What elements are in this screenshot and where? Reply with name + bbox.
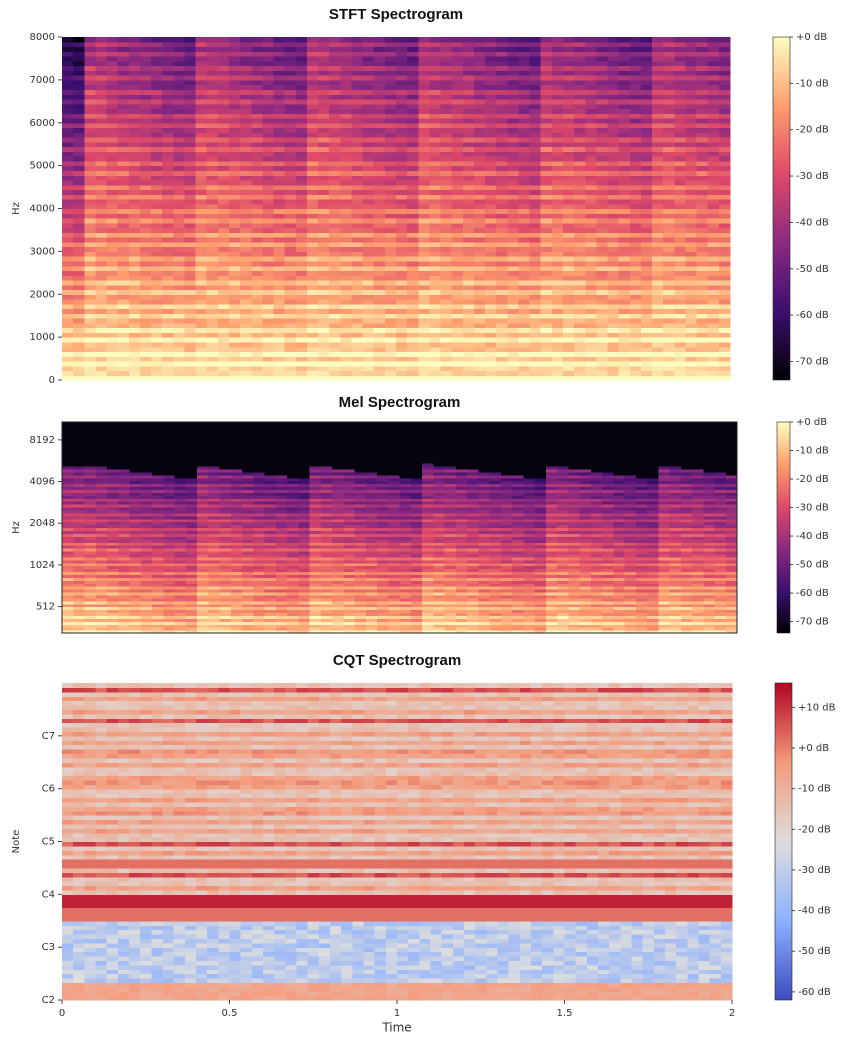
x-tick-label: 0 (59, 1008, 65, 1019)
colorbar-tick-label: -50 dB (796, 560, 829, 571)
colorbar-tick-label: -40 dB (796, 531, 829, 542)
colorbar-tick-label: -40 dB (798, 906, 831, 917)
y-axis-label: Note (11, 830, 22, 854)
colorbar-tick-label: -50 dB (796, 264, 829, 275)
colorbar-tick-label: -20 dB (796, 474, 829, 485)
colorbar-tick-label: -60 dB (796, 310, 829, 321)
x-tick-label: 2 (729, 1008, 735, 1019)
colorbar-tick-label: -30 dB (796, 171, 829, 182)
colorbar-tick-label: -40 dB (796, 217, 829, 228)
colorbar-tick-label: -70 dB (796, 356, 829, 367)
colorbar-tick-label: -10 dB (798, 784, 831, 795)
chart-title: Mel Spectrogram (339, 394, 461, 411)
y-tick-label: 2000 (30, 289, 55, 300)
y-axis-label: Hz (11, 521, 22, 534)
colorbar-tick-label: +10 dB (798, 702, 836, 713)
x-tick-label: 1.5 (557, 1008, 573, 1019)
colorbar-tick-label: +0 dB (796, 32, 827, 43)
colorbar-tick-label: -10 dB (796, 78, 829, 89)
y-tick-label: 1000 (30, 332, 55, 343)
x-axis-label: Time (381, 1021, 411, 1035)
y-tick-label: 3000 (30, 246, 55, 257)
colorbar-tick-label: -10 dB (796, 446, 829, 457)
colorbar-tick-label: -70 dB (796, 617, 829, 628)
y-tick-label: 4096 (30, 477, 55, 488)
y-tick-label: C5 (42, 837, 55, 848)
colorbar-tick-label: +0 dB (796, 417, 827, 428)
y-tick-label: 0 (49, 375, 55, 386)
colorbar-tick-label: -30 dB (798, 865, 831, 876)
colorbar-tick-label: -20 dB (798, 824, 831, 835)
colorbar-tick-label: -50 dB (798, 946, 831, 957)
colorbar-tick-label: -30 dB (796, 503, 829, 514)
chart-title: CQT Spectrogram (333, 652, 461, 669)
colorbar-tick-label: -60 dB (796, 588, 829, 599)
spectrogram-image (62, 422, 738, 634)
y-tick-label: 8192 (30, 435, 55, 446)
y-tick-label: 6000 (30, 118, 55, 129)
colorbar (773, 37, 790, 380)
y-tick-label: C7 (42, 731, 55, 742)
colorbar (775, 683, 792, 1000)
chart-title: STFT Spectrogram (329, 6, 463, 23)
y-tick-label: C2 (42, 995, 55, 1006)
y-tick-label: 512 (36, 602, 55, 613)
spectrogram-image (62, 37, 731, 381)
x-tick-label: 1 (394, 1008, 400, 1019)
y-tick-label: C4 (42, 889, 55, 900)
colorbar-tick-label: -60 dB (798, 987, 831, 998)
colorbar-tick-label: -20 dB (796, 125, 829, 136)
x-tick-label: 0.5 (222, 1008, 238, 1019)
y-tick-label: C3 (42, 942, 55, 953)
y-tick-label: 4000 (30, 204, 55, 215)
y-tick-label: C6 (42, 784, 55, 795)
y-tick-label: 2048 (30, 518, 55, 529)
y-tick-label: 7000 (30, 75, 55, 86)
colorbar-tick-label: +0 dB (798, 743, 829, 754)
y-tick-label: 1024 (30, 560, 55, 571)
y-axis-label: Hz (11, 202, 22, 215)
colorbar (777, 422, 790, 633)
spectrogram-image (62, 683, 733, 1001)
y-tick-label: 5000 (30, 161, 55, 172)
y-tick-label: 8000 (30, 32, 55, 43)
